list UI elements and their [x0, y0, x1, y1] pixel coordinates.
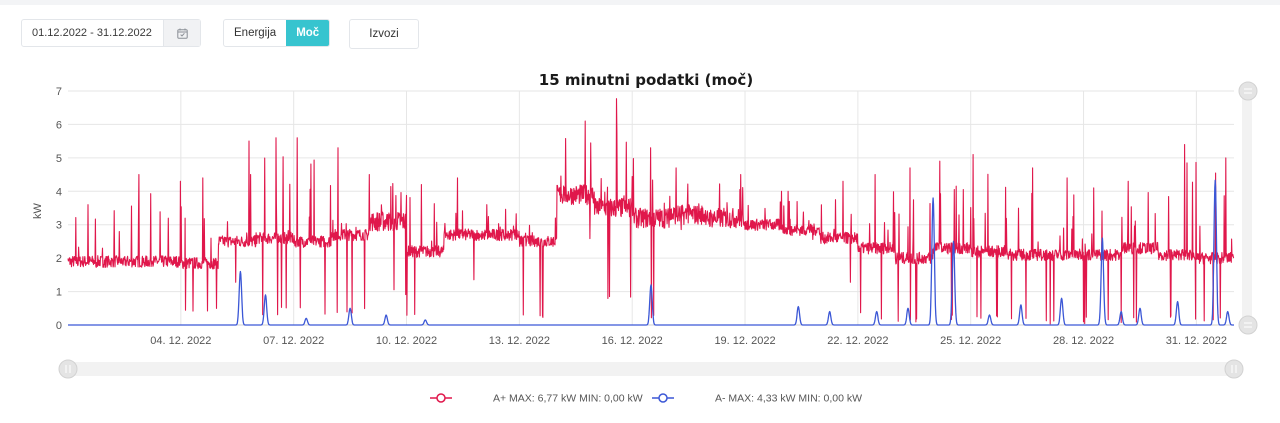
y-tick-label: 6	[56, 119, 62, 131]
y-tick-label: 3	[56, 220, 62, 232]
series-a-plus-line	[67, 98, 1235, 325]
y-zoom-handle-bottom[interactable]	[1238, 315, 1258, 335]
legend-marker-a-plus	[436, 393, 446, 403]
y-zoom-handle-top[interactable]	[1238, 81, 1258, 101]
x-tick-label: 22. 12. 2022	[827, 335, 888, 347]
date-range-picker[interactable]: 01.12.2022 - 31.12.2022	[21, 19, 201, 47]
x-tick-label: 13. 12. 2022	[489, 335, 550, 347]
x-tick-label: 10. 12. 2022	[376, 335, 437, 347]
mode-energija-button[interactable]: Energija	[234, 27, 277, 39]
y-tick-label: 2	[56, 253, 62, 265]
y-tick-label: 0	[56, 320, 62, 332]
mode-toggle: Energija Moč	[223, 19, 331, 47]
x-tick-label: 04. 12. 2022	[150, 335, 211, 347]
x-tick-label: 16. 12. 2022	[602, 335, 663, 347]
y-zoom-track[interactable]	[1242, 95, 1252, 325]
x-tick-label: 28. 12. 2022	[1053, 335, 1114, 347]
mode-moc-button[interactable]: Moč	[286, 20, 330, 46]
date-range-value: 01.12.2022 - 31.12.2022	[32, 27, 152, 39]
legend-label-a-plus: A+ MAX: 6,77 kW MIN: 0,00 kW	[493, 393, 643, 405]
legend-marker-a-minus	[658, 393, 668, 403]
top-divider	[0, 0, 1280, 5]
legend-item-a-minus[interactable]: A- MAX: 4,33 kW MIN: 0,00 kW	[652, 393, 862, 405]
y-tick-label: 1	[56, 287, 62, 299]
y-tick-label: 5	[56, 153, 62, 165]
y-tick-label: 7	[56, 86, 62, 98]
x-tick-label: 31. 12. 2022	[1166, 335, 1227, 347]
y-axis-ticks: 0 1 2 3 4 5 6 7	[56, 86, 62, 332]
x-zoom-handle-left[interactable]	[58, 359, 78, 379]
x-axis-ticks: 04. 12. 2022 07. 12. 2022 10. 12. 2022 13. …	[150, 335, 1227, 347]
x-tick-label: 07. 12. 2022	[263, 335, 324, 347]
legend-item-a-plus[interactable]: A+ MAX: 6,77 kW MIN: 0,00 kW	[430, 393, 643, 405]
y-tick-label: 4	[56, 186, 62, 198]
series-a-minus-line	[67, 179, 1235, 326]
legend-label-a-minus: A- MAX: 4,33 kW MIN: 0,00 kW	[715, 393, 862, 405]
calendar-icon[interactable]	[163, 20, 200, 46]
y-axis-label: kW	[32, 202, 44, 219]
chart-title: 15 minutni podatki (moč)	[539, 71, 753, 89]
x-zoom-handle-right[interactable]	[1224, 359, 1244, 379]
x-tick-label: 19. 12. 2022	[714, 335, 775, 347]
series-layer	[67, 98, 1235, 326]
x-tick-label: 25. 12. 2022	[940, 335, 1001, 347]
x-zoom-track[interactable]	[68, 362, 1234, 376]
export-button[interactable]: Izvozi	[349, 19, 419, 49]
